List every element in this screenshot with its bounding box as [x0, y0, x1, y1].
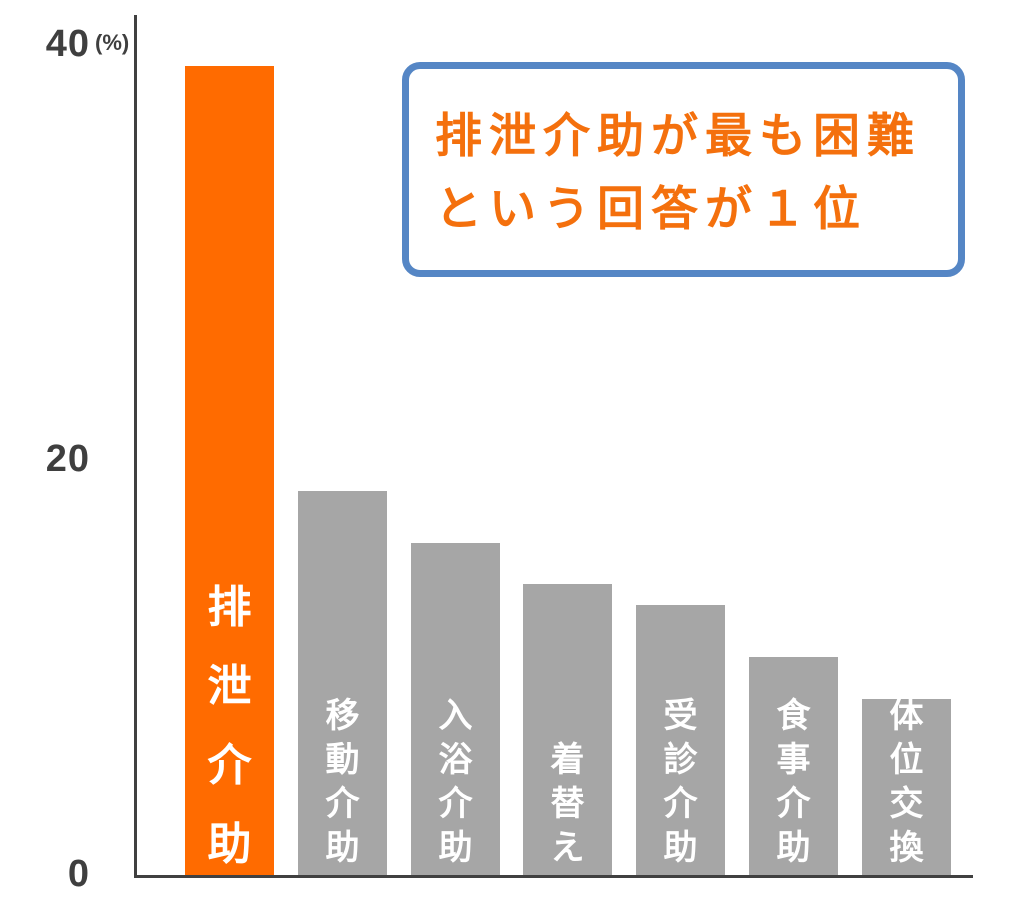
y-axis-unit-label: (%) — [95, 30, 130, 55]
bar-label: 移動介助 — [326, 699, 360, 865]
bar: 食事介助 — [749, 657, 838, 875]
bar-label-char: 診 — [663, 741, 698, 779]
bar-label-char: 介 — [325, 785, 360, 823]
bar-label-char: 移 — [325, 697, 360, 735]
bar-label: 体位交換 — [890, 699, 924, 865]
bar-label-char: 介 — [663, 785, 698, 823]
bar: 体位交換 — [862, 699, 951, 875]
bar-label-char: 交 — [889, 785, 924, 823]
y-tick-label: 20 — [45, 438, 90, 481]
bar-label-char: 食 — [776, 697, 811, 735]
bar-label: 食事介助 — [777, 699, 811, 865]
bar-label-char: 換 — [889, 829, 924, 867]
callout-line-2: という回答が１位 — [435, 182, 867, 235]
bar-label-char: 泄 — [207, 662, 252, 711]
bar: 排泄介助 — [185, 66, 274, 875]
bar-label: 排泄介助 — [208, 586, 252, 867]
bar-label-char: 入 — [438, 697, 473, 735]
bar-label-char: 着 — [550, 741, 585, 779]
x-axis-line — [134, 875, 973, 878]
bar-label-char: 助 — [663, 829, 698, 867]
bar-label-char: 介 — [438, 785, 473, 823]
bar: 入浴介助 — [411, 543, 500, 875]
bar-label-char: 動 — [325, 741, 360, 779]
bar-label-char: 受 — [663, 697, 698, 735]
callout-box: 排泄介助が最も困難 という回答が１位 — [402, 62, 965, 277]
bar: 移動介助 — [298, 491, 387, 875]
bar-label-char: 事 — [776, 741, 811, 779]
bar-label-char: 助 — [207, 820, 252, 869]
bar-label: 受診介助 — [664, 699, 698, 865]
bar-label-char: 助 — [438, 829, 473, 867]
bar-label-char: 浴 — [438, 741, 473, 779]
bar: 着替え — [523, 584, 612, 875]
bar-label: 入浴介助 — [439, 699, 473, 865]
y-tick-label: 40 — [45, 23, 90, 66]
bar-label-char: 介 — [207, 741, 252, 790]
bar: 受診介助 — [636, 605, 725, 875]
bar-label: 着替え — [551, 743, 585, 865]
bar-label-char: 助 — [776, 829, 811, 867]
bar-label-char: 体 — [889, 697, 924, 735]
bar-label-char: 介 — [776, 785, 811, 823]
bar-label-char: 助 — [325, 829, 360, 867]
bar-label-char: え — [550, 829, 585, 867]
y-axis-line — [134, 15, 137, 878]
callout-line-1: 排泄介助が最も困難 — [435, 109, 921, 162]
bar-label-char: 位 — [889, 741, 924, 779]
bar-label-char: 排 — [207, 583, 252, 632]
bar-label-char: 替 — [550, 785, 585, 823]
y-tick-label: 0 — [67, 853, 90, 896]
